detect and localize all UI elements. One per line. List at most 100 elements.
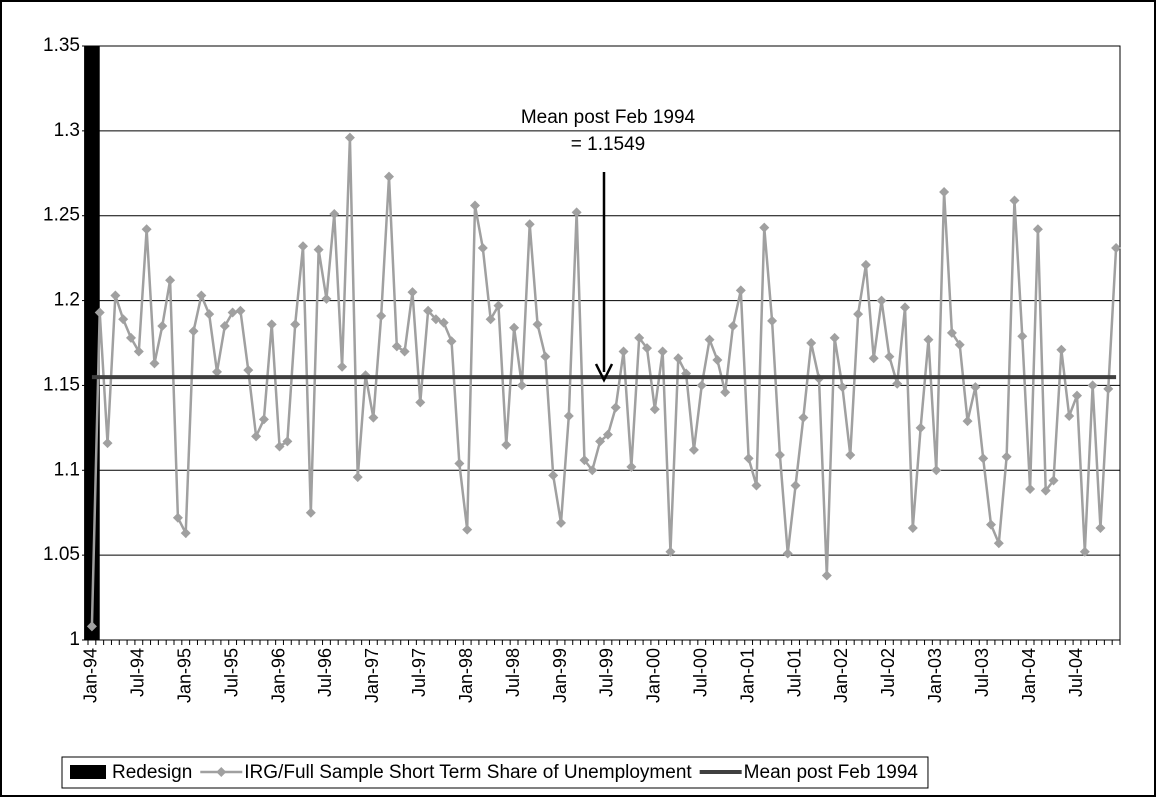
data-point xyxy=(735,285,746,296)
data-point xyxy=(110,290,121,301)
data-point xyxy=(790,480,801,491)
data-point xyxy=(798,412,809,423)
x-tick-label: Jul-99 xyxy=(597,648,617,697)
data-point xyxy=(1040,485,1051,496)
data-point xyxy=(415,397,426,408)
data-point xyxy=(993,538,1004,549)
data-point xyxy=(931,465,942,476)
y-tick-label: 1.2 xyxy=(54,290,80,311)
data-point xyxy=(133,346,144,357)
data-point xyxy=(86,621,97,632)
data-point xyxy=(290,319,301,330)
data-point xyxy=(1056,344,1067,355)
data-point xyxy=(649,404,660,415)
data-point xyxy=(728,321,738,332)
x-tick-label: Jan-02 xyxy=(831,648,851,703)
data-point xyxy=(516,380,527,391)
x-tick-label: Jul-95 xyxy=(221,648,241,697)
data-point xyxy=(477,242,488,253)
x-tick-label: Jan-95 xyxy=(174,648,194,703)
data-point xyxy=(258,414,269,425)
data-point xyxy=(212,366,222,377)
data-point xyxy=(954,339,965,350)
data-point xyxy=(571,207,582,218)
data-point xyxy=(423,305,434,316)
data-point xyxy=(610,402,621,413)
data-point xyxy=(1025,483,1036,494)
data-point xyxy=(266,319,277,330)
annotation-arrowhead xyxy=(594,363,614,383)
data-point xyxy=(587,465,598,476)
data-point xyxy=(243,365,254,376)
data-point xyxy=(219,321,230,332)
data-point xyxy=(430,314,441,325)
data-point xyxy=(1009,195,1020,206)
data-point xyxy=(884,351,895,362)
bar xyxy=(84,46,100,640)
x-tick-label: Jul-94 xyxy=(128,648,148,697)
data-point xyxy=(563,410,574,421)
y-tick-label: 1.1 xyxy=(54,459,80,480)
data-point xyxy=(196,290,207,301)
data-point xyxy=(626,461,637,472)
y-tick-label: 1.25 xyxy=(43,205,80,226)
data-point xyxy=(485,314,496,325)
data-point xyxy=(665,546,676,557)
data-point xyxy=(509,322,520,333)
data-point xyxy=(712,354,723,365)
y-tick-label: 1.35 xyxy=(43,35,80,56)
data-point xyxy=(876,295,887,306)
data-point xyxy=(251,431,262,442)
x-tick-label: Jul-98 xyxy=(503,648,523,697)
y-tick-label: 1.3 xyxy=(54,120,80,141)
data-point xyxy=(829,332,840,343)
data-point xyxy=(438,317,449,328)
data-point xyxy=(399,346,410,357)
legend: Redesign IRG/Full Sample Short Term Share… xyxy=(61,756,929,789)
data-point xyxy=(407,287,418,298)
data-point xyxy=(673,353,684,364)
data-point xyxy=(204,309,215,320)
data-point xyxy=(235,305,246,316)
y-tick-label: 1.15 xyxy=(43,374,80,395)
data-point xyxy=(1032,224,1043,235)
data-point xyxy=(860,259,871,270)
data-point xyxy=(579,455,590,466)
data-point xyxy=(1017,331,1028,342)
x-tick-label: Jan-98 xyxy=(456,648,476,703)
data-point xyxy=(501,439,512,450)
x-tick-label: Jul-97 xyxy=(409,648,429,697)
data-point xyxy=(978,453,989,464)
x-tick-label: Jan-99 xyxy=(550,648,570,703)
x-tick-label: Jan-04 xyxy=(1019,648,1039,703)
data-point xyxy=(595,436,606,447)
data-point xyxy=(837,382,848,393)
data-point xyxy=(923,334,934,345)
data-point xyxy=(329,209,340,220)
data-point xyxy=(618,346,629,357)
data-point xyxy=(907,522,918,533)
annotation-text: Mean post Feb 1994 xyxy=(521,107,696,128)
data-point xyxy=(915,422,926,433)
data-point xyxy=(548,470,559,481)
data-point xyxy=(970,382,981,393)
data-point xyxy=(1048,475,1059,486)
data-point xyxy=(986,519,996,530)
x-tick-label: Jan-01 xyxy=(737,648,757,703)
data-point xyxy=(900,302,910,313)
data-point xyxy=(767,315,778,326)
data-point xyxy=(313,244,324,255)
x-tick-label: Jul-02 xyxy=(878,648,898,697)
data-point xyxy=(657,346,668,357)
data-point xyxy=(821,570,832,581)
data-point xyxy=(704,334,715,345)
data-point xyxy=(634,332,645,343)
data-point xyxy=(298,241,308,252)
data-point xyxy=(720,387,731,398)
data-point xyxy=(352,472,363,483)
data-point xyxy=(1064,410,1075,421)
legend-symbol xyxy=(216,767,227,777)
x-tick-label: Jul-04 xyxy=(1066,648,1086,697)
